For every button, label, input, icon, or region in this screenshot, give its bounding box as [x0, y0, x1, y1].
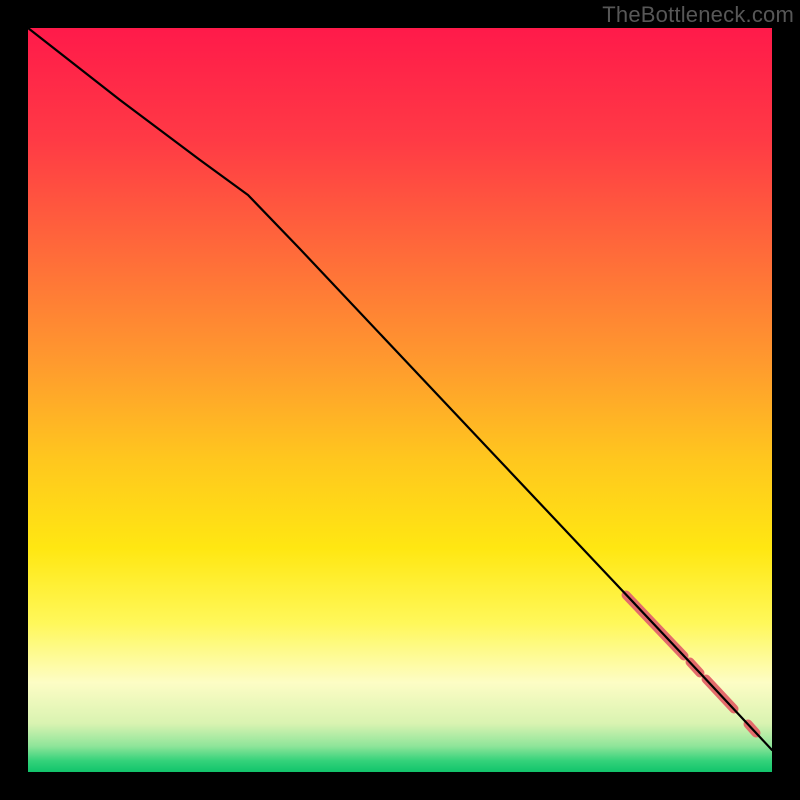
bottleneck-chart [0, 0, 800, 800]
watermark-text: TheBottleneck.com [602, 2, 794, 28]
chart-container: TheBottleneck.com [0, 0, 800, 800]
plot-area [28, 28, 772, 772]
